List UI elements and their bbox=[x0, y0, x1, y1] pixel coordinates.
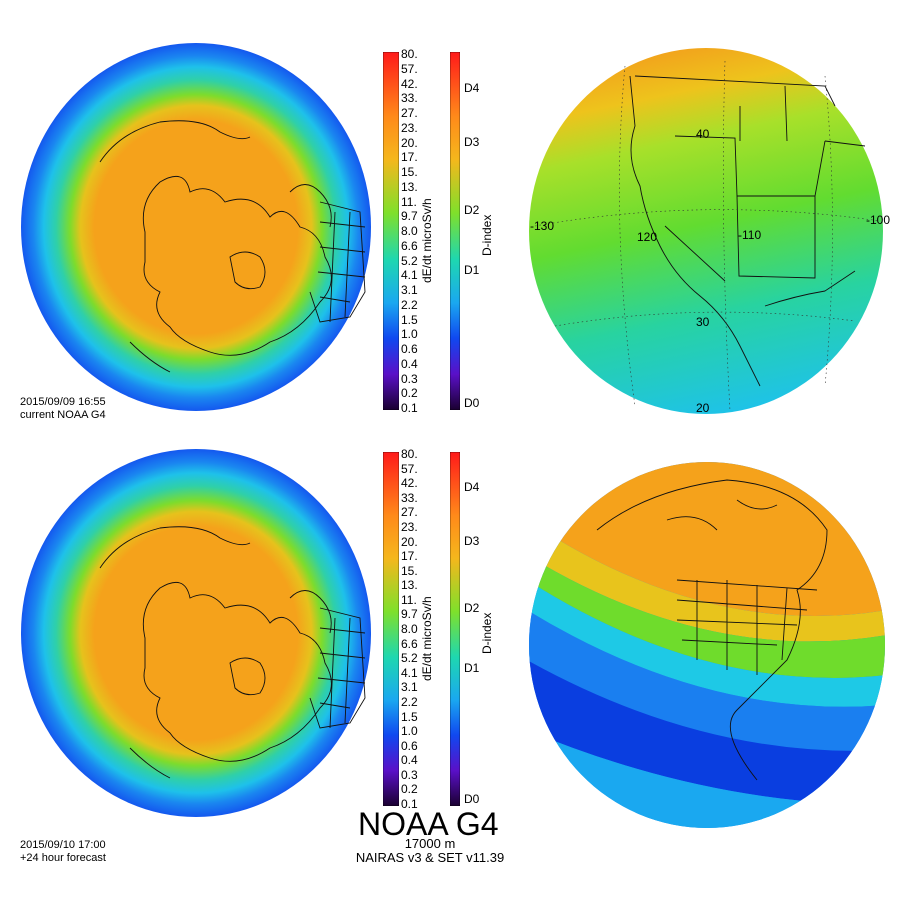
dindex-tick-label: D3 bbox=[464, 533, 480, 548]
dose-tick-label: 23. bbox=[401, 120, 418, 135]
dose-tick-label: 42. bbox=[401, 76, 418, 91]
lon-label-120: 120 bbox=[637, 230, 658, 244]
dose-tick-label: 8.0 bbox=[401, 622, 418, 636]
dose-tick-label: 27. bbox=[401, 106, 418, 120]
dose-tick-label: 0.4 bbox=[401, 356, 418, 371]
dose-tick-label: 42. bbox=[401, 476, 418, 491]
dindex-tick-label: D0 bbox=[464, 395, 480, 410]
dose-tick-label: 0.2 bbox=[401, 782, 418, 797]
dindex-colorbar bbox=[450, 452, 460, 806]
lon-label-130: -130 bbox=[530, 219, 555, 233]
forecast-label: +24 hour forecast bbox=[20, 852, 106, 864]
dose-colorbar-title: dE/dt microSv/h bbox=[420, 596, 434, 681]
dindex-colorbar-title: D-index bbox=[480, 214, 494, 256]
dose-tick-label: 11. bbox=[401, 592, 417, 607]
dose-tick-label: 2.2 bbox=[401, 297, 418, 312]
dindex-tick-label: D1 bbox=[464, 263, 480, 278]
dose-colorbar-title: dE/dt microSv/h bbox=[420, 198, 434, 283]
forecast-date: 2015/09/10 17:00 bbox=[20, 839, 106, 851]
dose-tick-label: 57. bbox=[401, 461, 418, 476]
current-date: 2015/09/09 16:55 bbox=[20, 396, 106, 408]
dose-tick-label: 5.2 bbox=[401, 253, 418, 268]
dindex-colorbar bbox=[450, 52, 460, 410]
dose-tick-label: 17. bbox=[401, 150, 418, 165]
dose-tick-label: 33. bbox=[401, 490, 418, 505]
dindex-colorbar-title: D-index bbox=[480, 612, 494, 654]
footer-model: NAIRAS v3 & SET v11.39 bbox=[355, 850, 505, 865]
footer-altitude: 17000 m bbox=[404, 836, 456, 851]
dose-tick-label: 1.5 bbox=[401, 709, 418, 724]
dose-tick-label: 9.7 bbox=[401, 607, 418, 622]
dose-tick-label: 13. bbox=[401, 179, 418, 194]
polar-globe-forecast bbox=[21, 449, 371, 817]
dose-tick-label: 80. bbox=[401, 47, 418, 61]
dose-tick-label: 20. bbox=[401, 534, 418, 549]
dose-tick-label: 13. bbox=[401, 578, 418, 593]
dose-tick-label: 0.2 bbox=[401, 386, 418, 401]
dindex-tick-label: D3 bbox=[464, 134, 480, 149]
dose-colorbar bbox=[383, 52, 399, 410]
dose-tick-label: 11. bbox=[401, 194, 417, 209]
dindex-tick-label: D1 bbox=[464, 660, 480, 675]
dose-tick-label: 0.1 bbox=[401, 797, 418, 811]
footer-title: NOAA G4 bbox=[358, 806, 499, 842]
dose-tick-label: 4.1 bbox=[401, 665, 418, 680]
dose-tick-label: 3.1 bbox=[401, 680, 418, 695]
dose-tick-label: 0.1 bbox=[401, 401, 418, 415]
lon-label-110: -110 bbox=[738, 228, 762, 242]
current-label: current NOAA G4 bbox=[20, 409, 106, 421]
dose-colorbar bbox=[383, 452, 399, 806]
dose-tick-label: 0.3 bbox=[401, 371, 418, 386]
dose-tick-label: 20. bbox=[401, 135, 418, 150]
dose-tick-label: 15. bbox=[401, 165, 418, 179]
dose-tick-label: 1.0 bbox=[401, 724, 418, 739]
dose-tick-label: 2.2 bbox=[401, 694, 418, 709]
dindex-tick-label: D4 bbox=[464, 480, 480, 495]
lat-label-30: 30 bbox=[696, 315, 710, 329]
us-regional-globe bbox=[529, 48, 883, 414]
dindex-tick-label: D0 bbox=[464, 791, 480, 806]
dindex-tick-label: D2 bbox=[464, 600, 480, 615]
dose-tick-label: 23. bbox=[401, 519, 418, 534]
dose-tick-label: 17. bbox=[401, 549, 418, 564]
dose-tick-label: 0.4 bbox=[401, 753, 418, 768]
dindex-tick-label: D4 bbox=[464, 80, 480, 95]
dose-tick-label: 5.2 bbox=[401, 651, 418, 666]
lat-label-40: 40 bbox=[696, 127, 710, 141]
dose-tick-label: 8.0 bbox=[401, 224, 418, 238]
dose-tick-label: 4.1 bbox=[401, 268, 418, 283]
dose-tick-label: 0.3 bbox=[401, 767, 418, 782]
dose-tick-label: 0.6 bbox=[401, 342, 418, 356]
dose-tick-label: 80. bbox=[401, 447, 418, 461]
dose-tick-label: 6.6 bbox=[401, 636, 418, 651]
hemisphere-globe-forecast bbox=[529, 462, 885, 828]
dose-tick-label: 1.5 bbox=[401, 312, 418, 327]
dose-tick-label: 9.7 bbox=[401, 209, 418, 224]
dose-tick-label: 57. bbox=[401, 61, 418, 76]
dose-tick-label: 3.1 bbox=[401, 283, 418, 297]
dose-tick-label: 6.6 bbox=[401, 238, 418, 253]
dose-tick-label: 27. bbox=[401, 505, 418, 520]
dose-tick-label: 33. bbox=[401, 91, 418, 106]
dose-tick-label: 1.0 bbox=[401, 327, 418, 342]
polar-globe-current bbox=[21, 43, 371, 411]
dindex-tick-label: D2 bbox=[464, 202, 480, 217]
dose-tick-label: 15. bbox=[401, 563, 418, 578]
lat-label-20: 20 bbox=[696, 401, 710, 415]
lon-label-100: -100 bbox=[866, 213, 891, 227]
dose-tick-label: 0.6 bbox=[401, 738, 418, 753]
